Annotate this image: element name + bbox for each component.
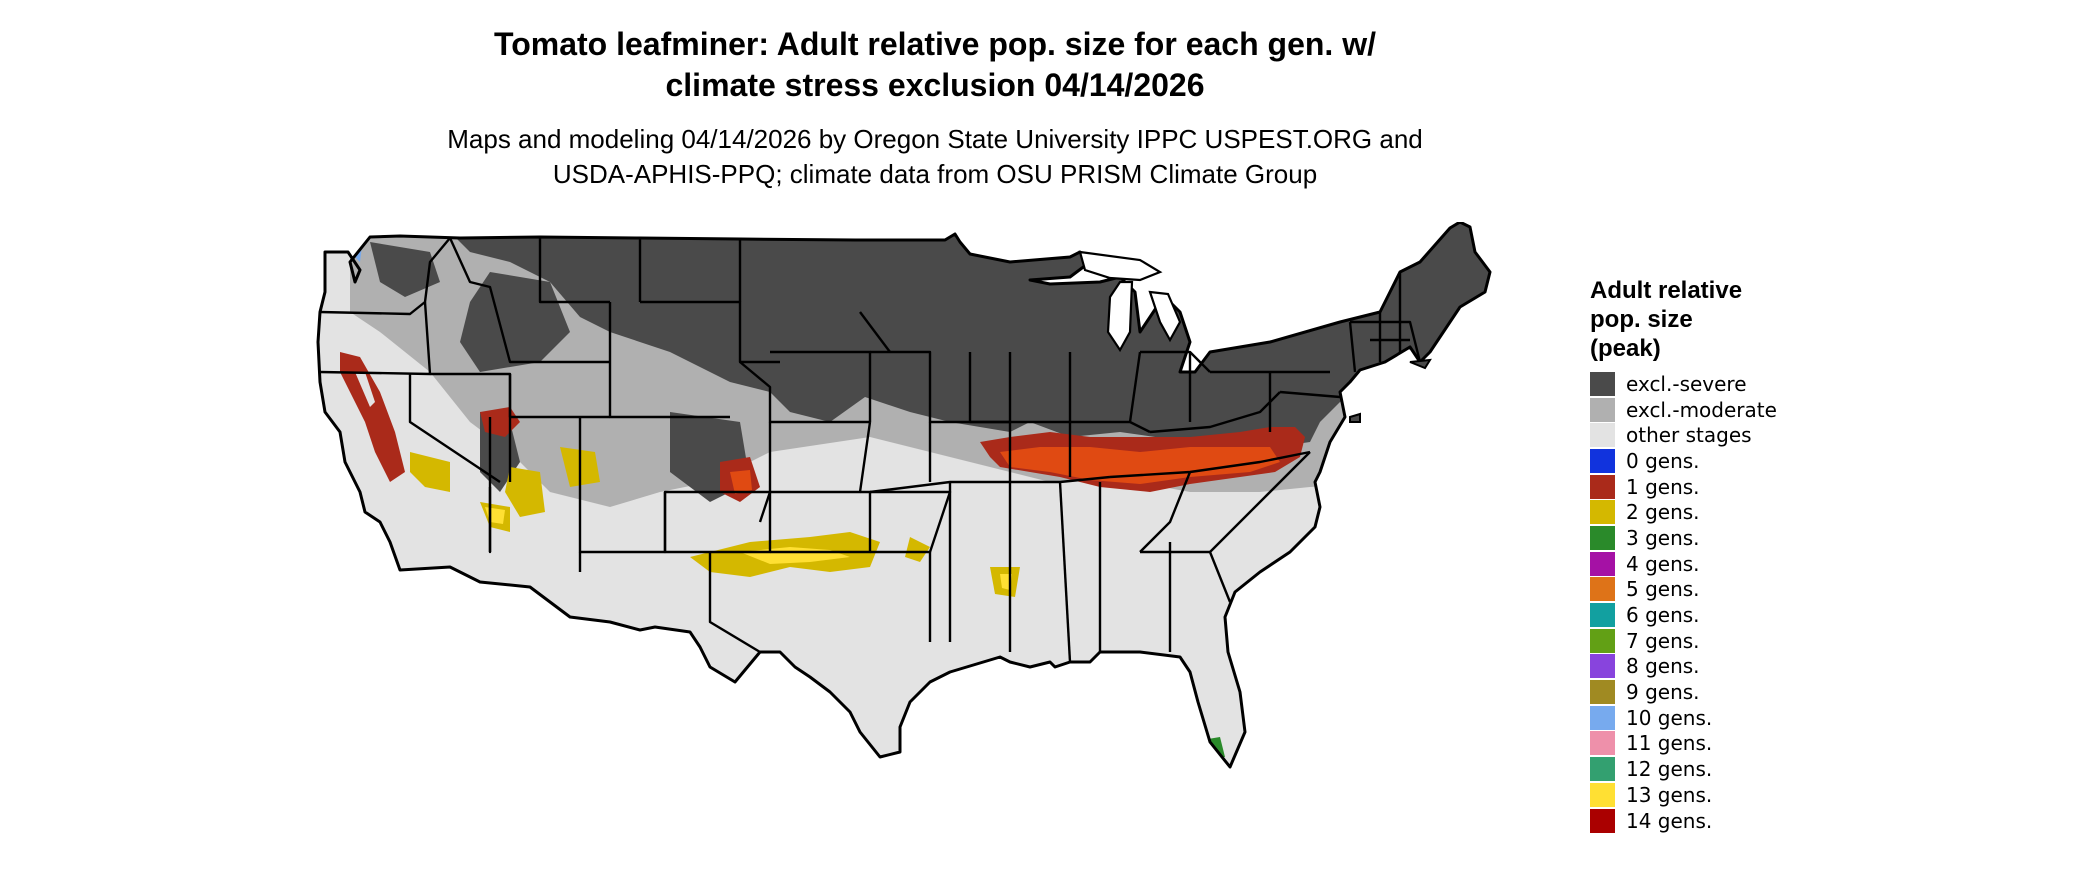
legend-items: excl.-severe excl.-moderate other stages 0 … bbox=[1590, 371, 1850, 833]
legend-label: 12 gens. bbox=[1626, 757, 1713, 782]
legend-label: 1 gens. bbox=[1626, 474, 1700, 499]
legend-swatch bbox=[1590, 551, 1615, 576]
us-map bbox=[316, 222, 1492, 769]
legend-item: 4 gens. bbox=[1590, 551, 1850, 577]
legend-swatch bbox=[1590, 680, 1615, 705]
legend-label: 14 gens. bbox=[1626, 808, 1713, 833]
legend-item: 3 gens. bbox=[1590, 525, 1850, 551]
legend-item: 6 gens. bbox=[1590, 602, 1850, 628]
legend-label: excl.-moderate bbox=[1626, 397, 1777, 422]
legend-label: 2 gens. bbox=[1626, 500, 1700, 525]
map-title: Tomato leafminer: Adult relative pop. si… bbox=[494, 26, 1376, 103]
legend-swatch bbox=[1590, 371, 1615, 396]
legend-item: 11 gens. bbox=[1590, 731, 1850, 757]
legend-label: 13 gens. bbox=[1626, 782, 1713, 807]
legend-swatch bbox=[1590, 525, 1615, 550]
legend-swatch bbox=[1590, 500, 1615, 525]
legend-item: 8 gens. bbox=[1590, 654, 1850, 680]
legend-item: 7 gens. bbox=[1590, 628, 1850, 654]
legend-swatch bbox=[1590, 757, 1615, 782]
legend-item: 10 gens. bbox=[1590, 705, 1850, 731]
legend-swatch bbox=[1590, 397, 1615, 422]
legend-label: 6 gens. bbox=[1626, 603, 1700, 628]
legend-item: excl.-moderate bbox=[1590, 397, 1850, 423]
legend-label: 8 gens. bbox=[1626, 654, 1700, 679]
legend-swatch bbox=[1590, 705, 1615, 730]
legend-label: 9 gens. bbox=[1626, 680, 1700, 705]
legend-swatch bbox=[1590, 577, 1615, 602]
legend-item: 5 gens. bbox=[1590, 577, 1850, 603]
legend-item: 12 gens. bbox=[1590, 756, 1850, 782]
legend-swatch bbox=[1590, 448, 1615, 473]
state-borders bbox=[319, 237, 1422, 663]
legend-item: 2 gens. bbox=[1590, 499, 1850, 525]
great-lakes bbox=[1078, 250, 1182, 353]
legend-swatch bbox=[1590, 474, 1615, 499]
legend-swatch bbox=[1590, 782, 1615, 807]
legend-label: other stages bbox=[1626, 423, 1752, 448]
map-legend: Adult relative pop. size (peak) excl.-se… bbox=[1590, 276, 1850, 833]
legend-label: 0 gens. bbox=[1626, 448, 1700, 473]
legend-item: 14 gens. bbox=[1590, 808, 1850, 834]
legend-item: 0 gens. bbox=[1590, 448, 1850, 474]
legend-swatch bbox=[1590, 628, 1615, 653]
legend-title: Adult relative pop. size (peak) bbox=[1590, 277, 1743, 362]
legend-label: 10 gens. bbox=[1626, 705, 1713, 730]
legend-label: 5 gens. bbox=[1626, 577, 1700, 602]
legend-swatch bbox=[1590, 808, 1615, 833]
map-subtitle: Maps and modeling 04/14/2026 by Oregon S… bbox=[447, 124, 1423, 189]
legend-swatch bbox=[1590, 603, 1615, 628]
legend-item: 9 gens. bbox=[1590, 679, 1850, 705]
legend-label: excl.-severe bbox=[1626, 371, 1747, 396]
legend-item: other stages bbox=[1590, 422, 1850, 448]
legend-label: 4 gens. bbox=[1626, 551, 1700, 576]
legend-item: 1 gens. bbox=[1590, 474, 1850, 500]
legend-label: 7 gens. bbox=[1626, 628, 1700, 653]
legend-item: excl.-severe bbox=[1590, 371, 1850, 397]
legend-swatch bbox=[1590, 654, 1615, 679]
us-outline bbox=[316, 222, 1492, 769]
legend-swatch bbox=[1590, 731, 1615, 756]
legend-swatch bbox=[1590, 423, 1615, 448]
legend-label: 11 gens. bbox=[1626, 731, 1713, 756]
legend-item: 13 gens. bbox=[1590, 782, 1850, 808]
legend-label: 3 gens. bbox=[1626, 525, 1700, 550]
